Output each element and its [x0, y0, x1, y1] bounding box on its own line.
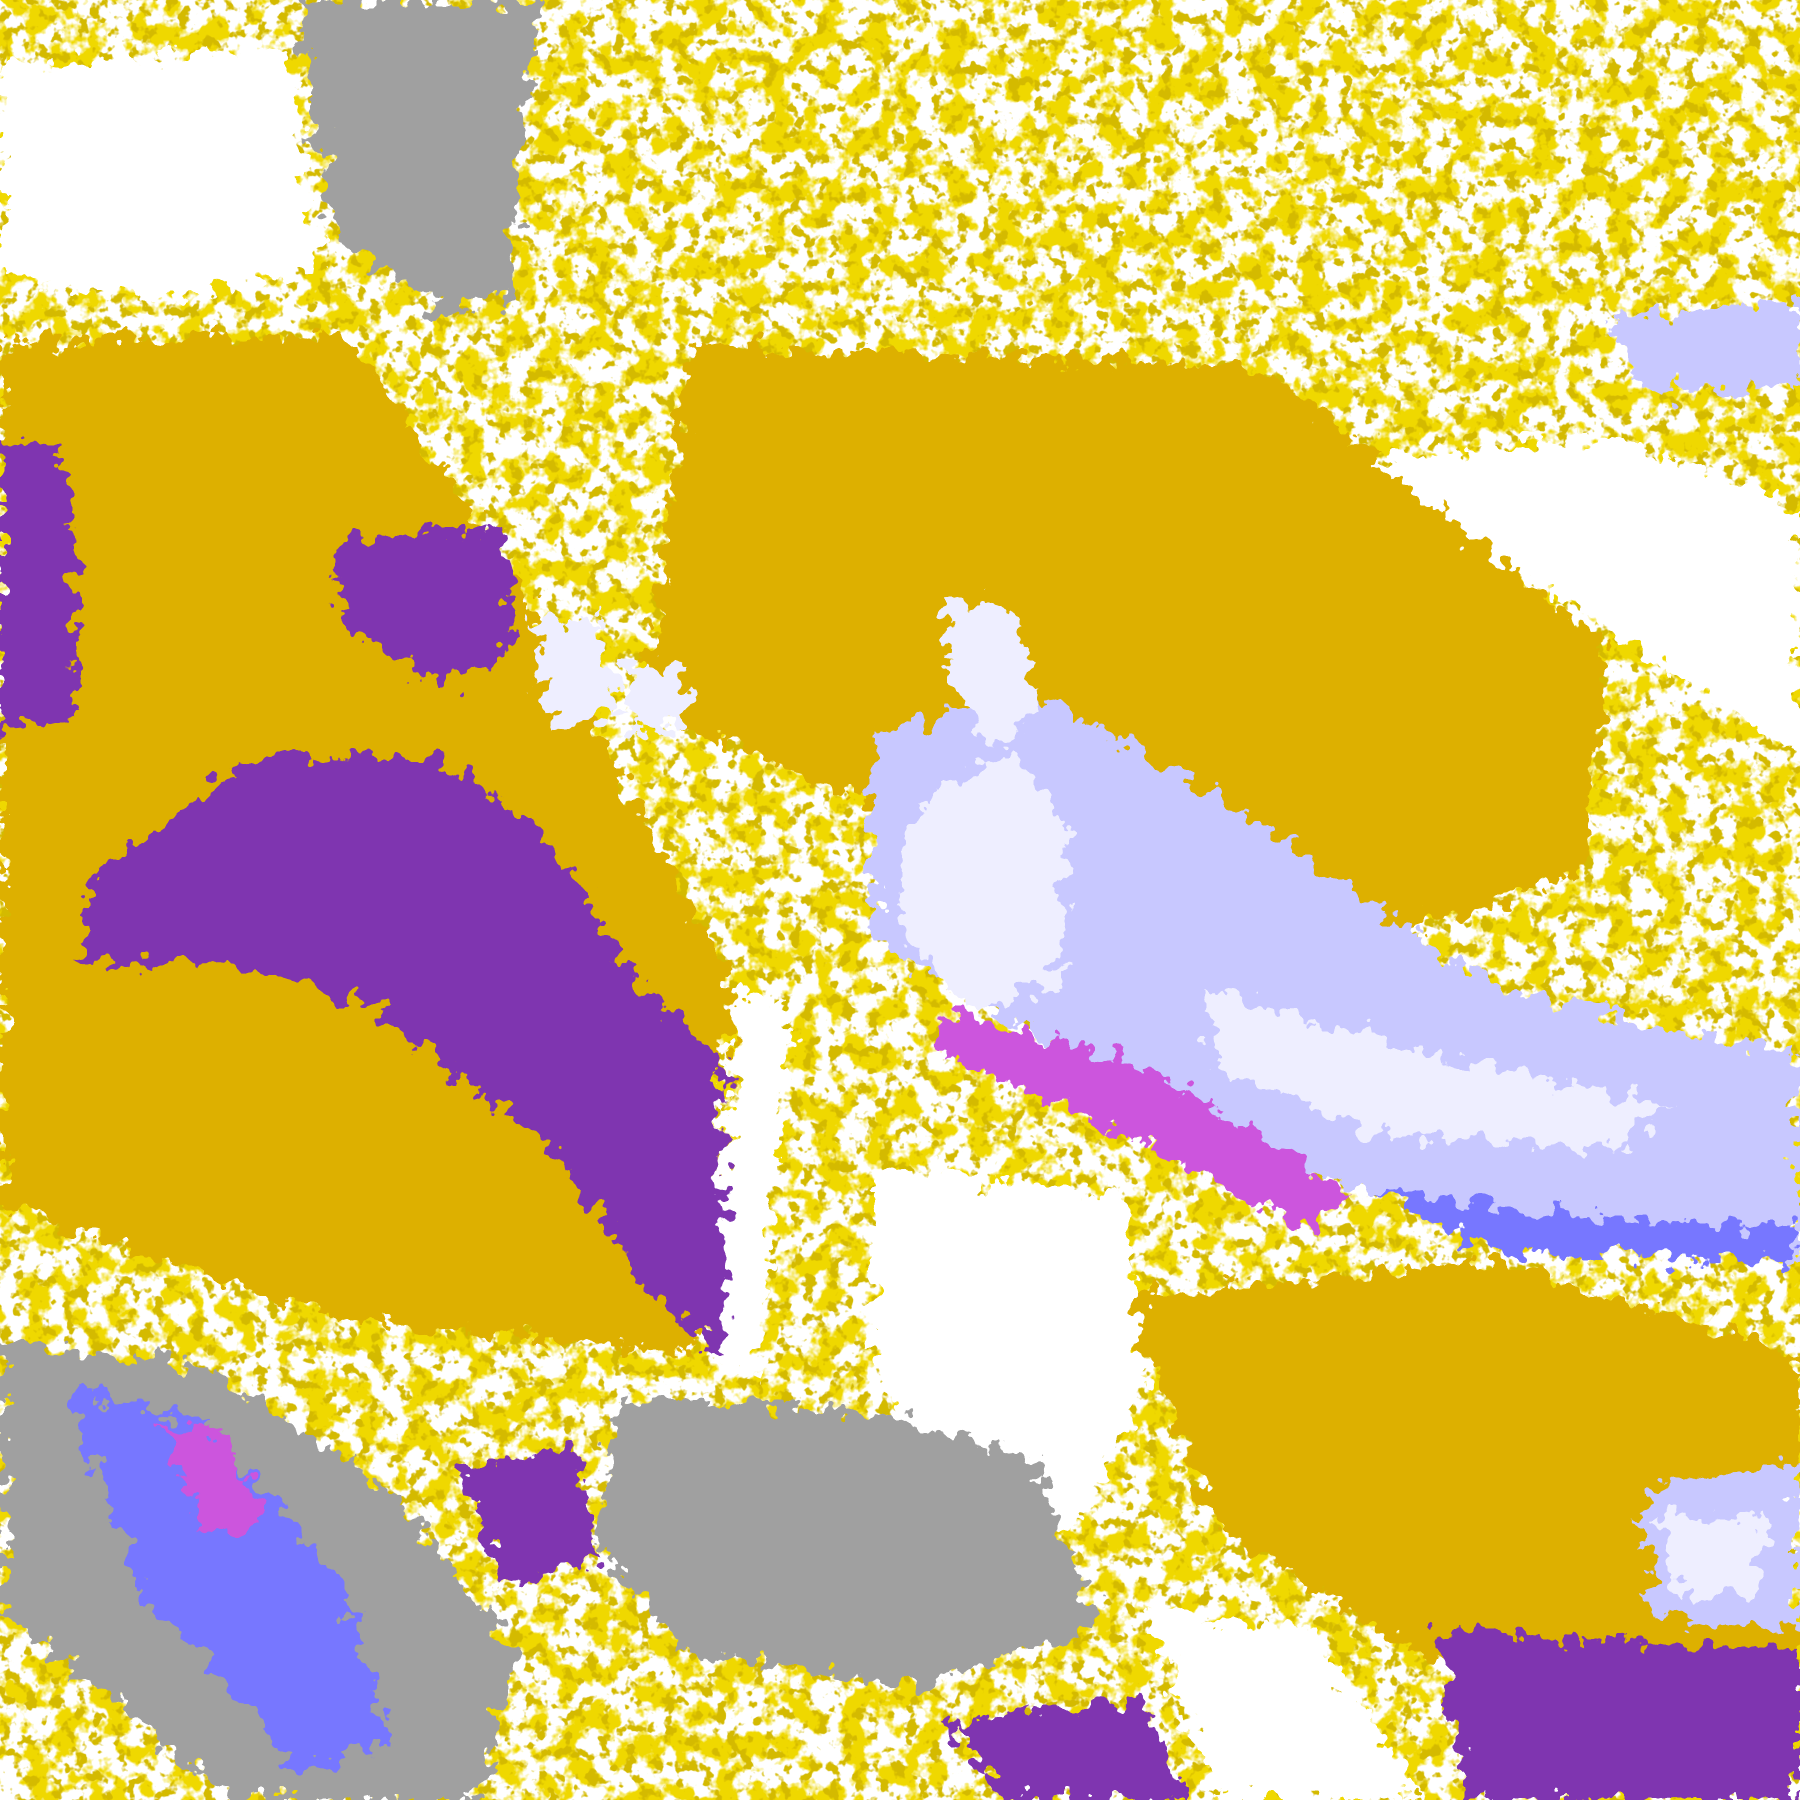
- lavender-region-cloud-core: [895, 746, 1068, 1011]
- purple-region-south: [941, 1698, 1194, 1800]
- white-region-northwest: [0, 45, 322, 299]
- gray-region-north: [298, 0, 540, 310]
- lavender-region-cloud-north: [941, 596, 1045, 747]
- lavender-region-clouds-northwest: [528, 619, 620, 735]
- purple-region-west-edge: [0, 436, 81, 735]
- purple-region-southwest: [459, 1446, 597, 1585]
- periwinkle-region-northeast: [1607, 298, 1800, 391]
- gray-region-south: [596, 1400, 1103, 1688]
- lavender-region-clouds-west: [625, 665, 689, 729]
- magenta-region-southwest: [160, 1423, 265, 1539]
- purple-region-northwest: [332, 528, 517, 689]
- white-region-northeast: [1377, 436, 1800, 758]
- lavender-region-southeast-cloud: [1664, 1515, 1768, 1596]
- lavender-region-cloud-band: [1205, 987, 1665, 1148]
- blue-region-cloud-band: [1377, 1193, 1800, 1263]
- white-region-southeast: [1147, 1607, 1424, 1800]
- white-region-andes-strip: [711, 987, 793, 1378]
- magenta-region-cloud-band: [941, 1010, 1355, 1229]
- blue-region-southwest: [68, 1389, 391, 1768]
- gold-region-southeast: [1125, 1262, 1800, 1699]
- purple-region-pacific: [80, 757, 724, 1355]
- purple-region-southeast: [1434, 1630, 1800, 1800]
